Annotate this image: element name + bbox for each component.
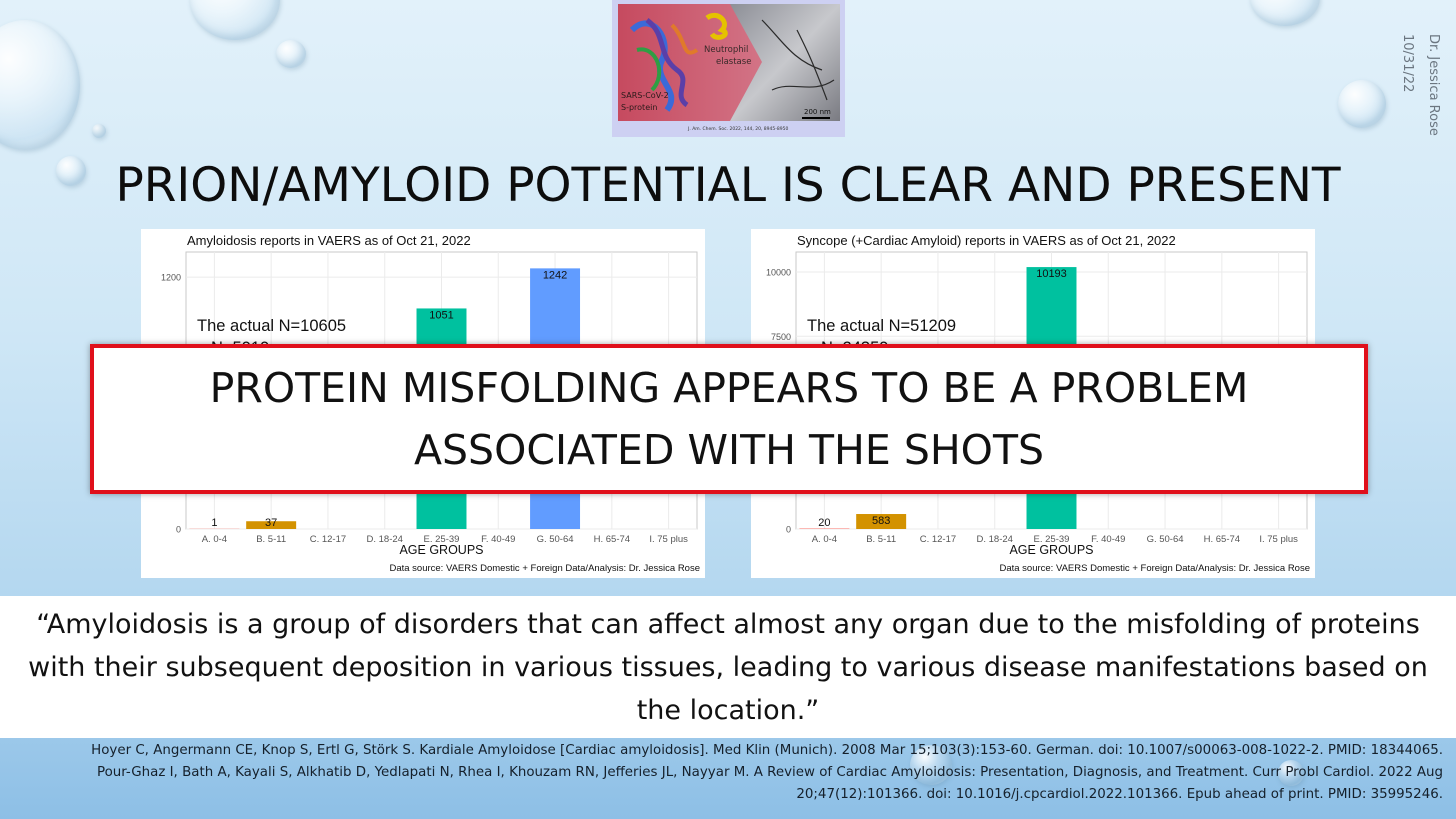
callout-line-2: ASSOCIATED WITH THE SHOTS — [413, 426, 1045, 474]
x-tick-label: A. 0-4 — [812, 534, 837, 545]
x-tick-label: I. 75 plus — [649, 534, 688, 545]
bar-value-label: 37 — [265, 517, 277, 529]
author-name: Dr. Jessica Rose — [1426, 34, 1441, 136]
fibril-micrograph-graphic — [761, 19, 835, 101]
hero-label-right-2: elastase — [716, 57, 751, 67]
y-tick-label: 0 — [176, 525, 181, 535]
x-tick-label: F. 40-49 — [481, 534, 515, 545]
slide-title: PRION/AMYLOID POTENTIAL IS CLEAR AND PRE… — [115, 158, 1341, 213]
water-droplet-decoration — [92, 124, 106, 138]
water-droplet-decoration — [1278, 760, 1304, 786]
x-tick-label: B. 5-11 — [866, 534, 896, 545]
y-tick-label: 10000 — [766, 268, 791, 278]
x-tick-label: G. 50-64 — [1147, 534, 1184, 545]
callout-box: PROTEIN MISFOLDING APPEARS TO BE A PROBL… — [90, 344, 1368, 494]
water-droplet-decoration — [0, 20, 80, 150]
x-tick-label: H. 65-74 — [594, 534, 630, 545]
bar — [799, 528, 850, 529]
water-droplet-decoration — [190, 0, 280, 40]
water-droplet-decoration — [276, 40, 306, 68]
scale-bar-label: 200 nm — [804, 108, 831, 116]
chart-title: Amyloidosis reports in VAERS as of Oct 2… — [187, 233, 471, 248]
hero-label-left-1: SARS-CoV-2 — [621, 91, 669, 100]
water-droplet-decoration — [1338, 80, 1386, 128]
y-tick-label: 0 — [786, 525, 791, 535]
chart-annotation: The actual N=51209 — [807, 317, 956, 335]
hero-label-left-2: S-protein — [621, 103, 657, 112]
x-tick-label: A. 0-4 — [202, 534, 227, 545]
slide-date: 10/31/22 — [1400, 34, 1415, 93]
bar-value-label: 1 — [211, 517, 217, 529]
slide-meta: Dr. Jessica Rose 10/31/22 — [1398, 34, 1446, 144]
protein-structure-graphic — [629, 12, 728, 112]
x-tick-label: G. 50-64 — [537, 534, 574, 545]
x-axis-title: AGE GROUPS — [1009, 543, 1093, 557]
bar-value-label: 10193 — [1036, 268, 1067, 280]
x-tick-label: B. 5-11 — [256, 534, 286, 545]
water-droplet-decoration — [1250, 0, 1320, 26]
x-tick-label: C. 12-17 — [920, 534, 956, 545]
hero-label-right-1: Neutrophil — [704, 45, 748, 55]
chart-annotation: The actual N=10605 — [197, 317, 346, 335]
bar-value-label: 20 — [818, 517, 830, 529]
reference-line: 20;47(12):101366. doi: 10.1016/j.cpcardi… — [796, 787, 1443, 802]
y-tick-label: 1200 — [161, 273, 181, 283]
x-tick-label: I. 75 plus — [1259, 534, 1298, 545]
water-droplet-decoration — [910, 745, 952, 785]
hero-citation: J. Am. Chem. Soc. 2022, 144, 20, 8945-89… — [687, 126, 788, 132]
x-tick-label: C. 12-17 — [310, 534, 346, 545]
chart-title: Syncope (+Cardiac Amyloid) reports in VA… — [797, 233, 1176, 248]
x-tick-label: D. 18-24 — [367, 534, 403, 545]
y-tick-label: 7500 — [771, 332, 791, 342]
x-tick-label: E. 25-39 — [1034, 534, 1070, 545]
reference-line: Hoyer C, Angermann CE, Knop S, Ertl G, S… — [91, 743, 1443, 758]
chart-source: Data source: VAERS Domestic + Foreign Da… — [999, 563, 1310, 574]
x-tick-label: E. 25-39 — [424, 534, 460, 545]
bar — [246, 521, 297, 529]
chart-source: Data source: VAERS Domestic + Foreign Da… — [389, 563, 700, 574]
bar-value-label: 1242 — [543, 269, 567, 281]
references: Hoyer C, Angermann CE, Knop S, Ertl G, S… — [20, 740, 1443, 806]
reference-line: Pour-Ghaz I, Bath A, Kayali S, Alkhatib … — [97, 765, 1443, 780]
x-tick-label: H. 65-74 — [1204, 534, 1240, 545]
bar-value-label: 1051 — [429, 309, 453, 321]
bar — [856, 514, 907, 529]
hero-image: SARS-CoV-2 S-protein Neutrophil elastase… — [612, 0, 845, 137]
water-droplet-decoration — [56, 156, 86, 186]
x-tick-label: F. 40-49 — [1091, 534, 1125, 545]
quote-box: “Amyloidosis is a group of disorders tha… — [0, 596, 1456, 738]
x-axis-title: AGE GROUPS — [399, 543, 483, 557]
bar-value-label: 583 — [872, 515, 890, 527]
x-tick-label: D. 18-24 — [977, 534, 1013, 545]
quote-text: “Amyloidosis is a group of disorders tha… — [28, 608, 1428, 726]
callout-line-1: PROTEIN MISFOLDING APPEARS TO BE A PROBL… — [209, 364, 1249, 412]
